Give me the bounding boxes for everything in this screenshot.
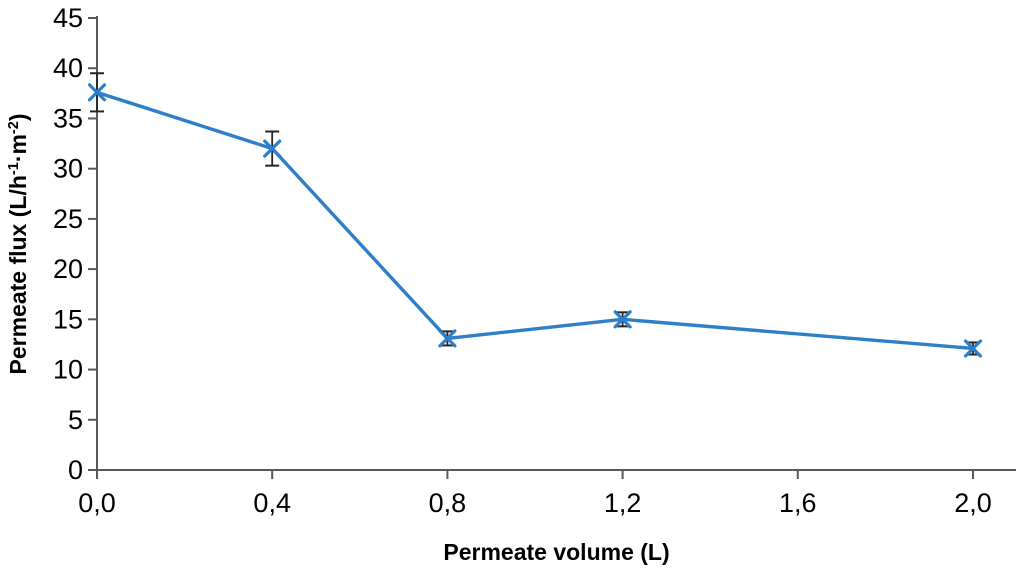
y-tick-label: 45 bbox=[53, 3, 83, 33]
x-tick-label: 1,6 bbox=[779, 488, 817, 518]
x-tick-label: 2,0 bbox=[954, 488, 992, 518]
data-series bbox=[87, 72, 983, 358]
y-tick-label: 35 bbox=[53, 103, 83, 133]
y-tick-label: 0 bbox=[68, 455, 83, 485]
data-point-marker bbox=[263, 139, 282, 158]
y-axis-title: Permeate flux (L/h-1·m-2) bbox=[5, 114, 31, 375]
data-point-marker bbox=[963, 339, 983, 358]
data-point-marker bbox=[87, 83, 107, 102]
x-tick-label: 0,0 bbox=[78, 488, 116, 518]
data-point-marker bbox=[438, 329, 457, 348]
y-tick-label: 30 bbox=[53, 154, 83, 184]
x-tick-label: 1,2 bbox=[604, 488, 642, 518]
x-axis: 0,0 0,4 0,8 1,2 1,6 2,0 bbox=[78, 470, 992, 518]
y-tick-label: 20 bbox=[53, 254, 83, 284]
axes bbox=[96, 16, 1016, 471]
x-tick-label: 0,8 bbox=[429, 488, 467, 518]
y-axis: 0 5 10 15 20 25 30 35 40 45 bbox=[53, 3, 97, 485]
y-tick-label: 40 bbox=[53, 53, 83, 83]
data-series-line bbox=[95, 90, 975, 351]
y-tick-label: 10 bbox=[53, 355, 83, 385]
y-tick-label: 5 bbox=[68, 405, 83, 435]
x-axis-title: Permeate volume (L) bbox=[443, 539, 669, 565]
y-tick-label: 25 bbox=[53, 204, 83, 234]
data-point-marker bbox=[613, 310, 632, 329]
y-tick-label: 15 bbox=[53, 304, 83, 334]
x-tick-label: 0,4 bbox=[253, 488, 291, 518]
